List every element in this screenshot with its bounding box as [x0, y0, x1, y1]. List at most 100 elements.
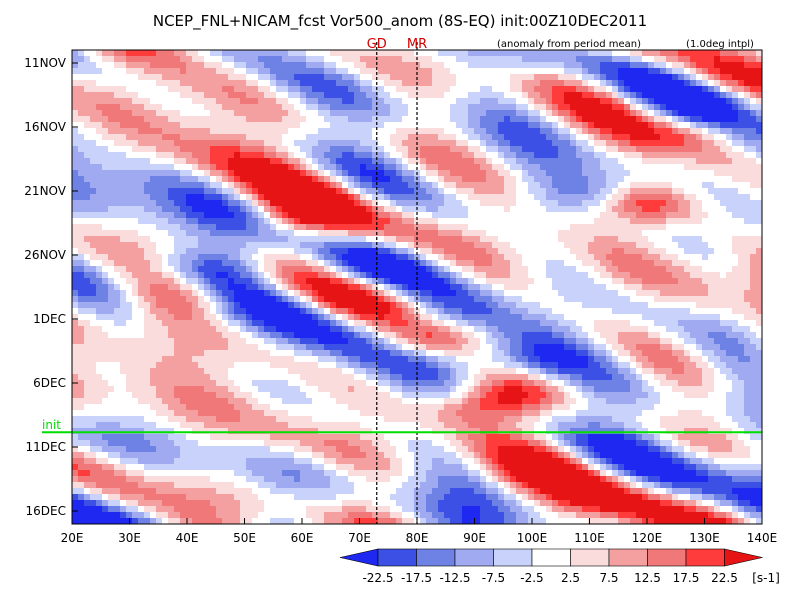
heatmap-cell — [210, 212, 217, 219]
heatmap-cell — [198, 128, 205, 135]
heatmap-cell — [522, 236, 529, 243]
heatmap-cell — [468, 272, 475, 279]
heatmap-cell — [234, 272, 241, 279]
heatmap-cell — [342, 110, 349, 117]
heatmap-cell — [594, 92, 601, 99]
heatmap-cell — [492, 290, 499, 297]
heatmap-cell — [114, 170, 121, 177]
heatmap-cell — [588, 134, 595, 141]
heatmap-cell — [702, 242, 709, 249]
heatmap-cell — [648, 206, 655, 213]
heatmap-cell — [90, 200, 97, 207]
heatmap-cell — [114, 176, 121, 183]
heatmap-cell — [108, 140, 115, 147]
heatmap-cell — [498, 260, 505, 267]
heatmap-cell — [666, 92, 673, 99]
heatmap-cell — [402, 260, 409, 267]
heatmap-cell — [714, 224, 721, 231]
heatmap-cell — [222, 212, 229, 219]
heatmap-cell — [192, 290, 199, 297]
heatmap-cell — [492, 218, 499, 225]
heatmap-cell — [324, 170, 331, 177]
heatmap-cell — [252, 104, 259, 111]
heatmap-cell — [402, 242, 409, 249]
heatmap-cell — [654, 176, 661, 183]
heatmap-cell — [78, 266, 85, 273]
heatmap-cell — [144, 218, 151, 225]
heatmap-cell — [594, 140, 601, 147]
heatmap-cell — [198, 188, 205, 195]
heatmap-cell — [90, 92, 97, 99]
heatmap-cell — [102, 56, 109, 63]
heatmap-cell — [654, 266, 661, 273]
heatmap-cell — [90, 302, 97, 309]
heatmap-cell — [570, 98, 577, 105]
heatmap-cell — [528, 134, 535, 141]
heatmap-cell — [294, 182, 301, 189]
heatmap-cell — [738, 122, 745, 129]
heatmap-cell — [294, 116, 301, 123]
heatmap-cell — [732, 110, 739, 117]
heatmap-cell — [378, 188, 385, 195]
heatmap-cell — [168, 206, 175, 213]
heatmap-cell — [750, 290, 757, 297]
heatmap-cell — [288, 164, 295, 171]
heatmap-cell — [558, 272, 565, 279]
heatmap-cell — [720, 122, 727, 129]
heatmap-cell — [132, 194, 139, 201]
heatmap-cell — [648, 212, 655, 219]
heatmap-cell — [324, 92, 331, 99]
heatmap-cell — [210, 74, 217, 81]
heatmap-cell — [186, 176, 193, 183]
heatmap-cell — [750, 260, 757, 267]
heatmap-cell — [672, 296, 679, 303]
heatmap-cell — [666, 230, 673, 237]
heatmap-cell — [204, 236, 211, 243]
heatmap-cell — [678, 254, 685, 261]
heatmap-cell — [444, 290, 451, 297]
heatmap-cell — [102, 224, 109, 231]
heatmap-cell — [258, 290, 265, 297]
heatmap-cell — [372, 182, 379, 189]
heatmap-cell — [264, 284, 271, 291]
heatmap-cell — [480, 224, 487, 231]
heatmap-cell — [462, 230, 469, 237]
heatmap-cell — [444, 104, 451, 111]
heatmap-cell — [606, 224, 613, 231]
heatmap-cell — [630, 80, 637, 87]
heatmap-cell — [528, 140, 535, 147]
heatmap-cell — [690, 272, 697, 279]
heatmap-cell — [714, 146, 721, 153]
heatmap-cell — [108, 212, 115, 219]
heatmap-cell — [696, 158, 703, 165]
heatmap-cell — [672, 74, 679, 81]
heatmap-cell — [690, 68, 697, 75]
heatmap-cell — [618, 236, 625, 243]
heatmap-cell — [300, 176, 307, 183]
heatmap-cell — [690, 236, 697, 243]
heatmap-cell — [246, 242, 253, 249]
heatmap-cell — [360, 62, 367, 69]
heatmap-cell — [102, 188, 109, 195]
heatmap-cell — [78, 254, 85, 261]
heatmap-cell — [486, 134, 493, 141]
heatmap-cell — [552, 296, 559, 303]
heatmap-cell — [678, 128, 685, 135]
heatmap-cell — [420, 56, 427, 63]
heatmap-cell — [558, 110, 565, 117]
heatmap-cell — [252, 110, 259, 117]
heatmap-cell — [426, 176, 433, 183]
heatmap-cell — [456, 62, 463, 69]
heatmap-cell — [582, 278, 589, 285]
heatmap-cell — [552, 200, 559, 207]
chart-subtitle-right: (1.0deg intpl) — [686, 39, 754, 50]
heatmap-cell — [132, 182, 139, 189]
heatmap-cell — [606, 212, 613, 219]
heatmap-cell — [102, 176, 109, 183]
heatmap-cell — [684, 146, 691, 153]
heatmap-cell — [144, 68, 151, 75]
heatmap-cell — [516, 236, 523, 243]
heatmap-cell — [210, 62, 217, 69]
heatmap-cell — [396, 146, 403, 153]
heatmap-cell — [216, 152, 223, 159]
